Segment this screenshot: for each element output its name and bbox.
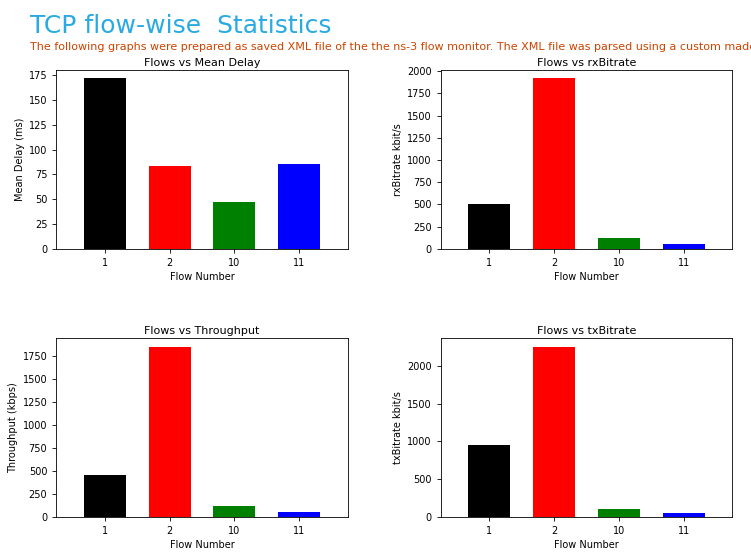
Bar: [469, 445, 511, 517]
Bar: [278, 513, 320, 517]
Bar: [533, 78, 575, 249]
Title: Flows vs Throughput: Flows vs Throughput: [144, 326, 260, 336]
Title: Flows vs rxBitrate: Flows vs rxBitrate: [537, 58, 636, 68]
Bar: [84, 78, 126, 249]
Text: TCP flow-wise  Statistics: TCP flow-wise Statistics: [30, 14, 331, 38]
X-axis label: Flow Number: Flow Number: [554, 540, 619, 550]
Bar: [662, 244, 704, 249]
Bar: [469, 205, 511, 249]
Title: Flows vs txBitrate: Flows vs txBitrate: [537, 326, 636, 336]
Y-axis label: txBitrate kbit/s: txBitrate kbit/s: [393, 391, 403, 464]
Y-axis label: rxBitrate kbit/s: rxBitrate kbit/s: [393, 123, 403, 196]
X-axis label: Flow Number: Flow Number: [554, 272, 619, 282]
Y-axis label: Mean Delay (ms): Mean Delay (ms): [14, 117, 25, 201]
Y-axis label: Throughput (kbps): Throughput (kbps): [8, 382, 18, 473]
Bar: [533, 347, 575, 517]
Bar: [149, 347, 191, 517]
Bar: [662, 513, 704, 517]
Bar: [213, 202, 255, 249]
Text: The following graphs were prepared as saved XML file of the the ns-3 flow monito: The following graphs were prepared as sa…: [30, 42, 751, 52]
Bar: [278, 164, 320, 249]
Title: Flows vs Mean Delay: Flows vs Mean Delay: [143, 58, 261, 68]
Bar: [149, 165, 191, 249]
X-axis label: Flow Number: Flow Number: [170, 272, 234, 282]
X-axis label: Flow Number: Flow Number: [170, 540, 234, 550]
Bar: [84, 475, 126, 517]
Bar: [213, 506, 255, 517]
Bar: [598, 509, 640, 517]
Bar: [598, 238, 640, 249]
